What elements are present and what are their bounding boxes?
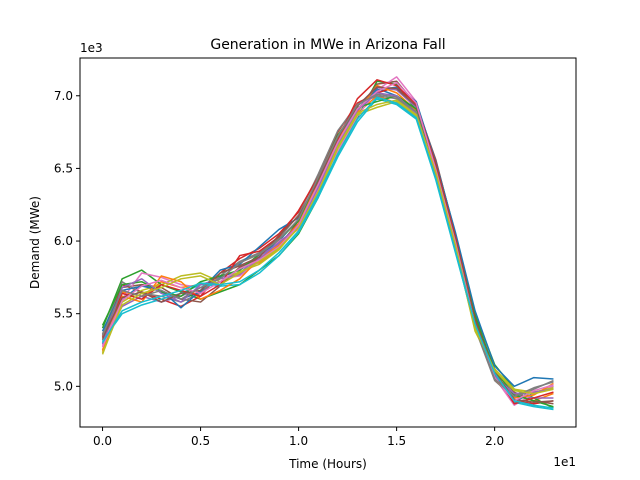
x-tick-label: 2.0 [485, 434, 504, 448]
y-axis-ticks: 5.0 5.5 6.0 6.5 7.0 [54, 89, 80, 393]
chart-title: Generation in MWe in Arizona Fall [210, 37, 445, 53]
y-tick-label: 7.0 [54, 89, 73, 103]
series-lines [101, 76, 554, 411]
y-tick-label: 6.5 [54, 161, 73, 175]
series-line-19 [101, 99, 554, 395]
x-tick-label: 0.5 [191, 434, 210, 448]
series-line-20 [101, 96, 554, 409]
y-tick-label: 6.0 [54, 234, 73, 248]
x-axis-ticks: 0.0 0.5 1.0 1.5 2.0 [93, 427, 504, 448]
y-tick-label: 5.5 [54, 307, 73, 321]
y-axis-label: Demand (MWe) [28, 196, 42, 289]
axes-frame [79, 57, 577, 428]
x-tick-label: 1.5 [387, 434, 406, 448]
y-tick-label: 5.0 [54, 379, 73, 393]
y-axis-offset-label: 1e3 [80, 41, 103, 55]
x-axis-offset-label: 1e1 [553, 455, 576, 469]
x-tick-label: 0.0 [93, 434, 112, 448]
x-tick-label: 1.0 [289, 434, 308, 448]
series-line-16 [101, 86, 554, 404]
x-axis-label: Time (Hours) [288, 457, 367, 471]
